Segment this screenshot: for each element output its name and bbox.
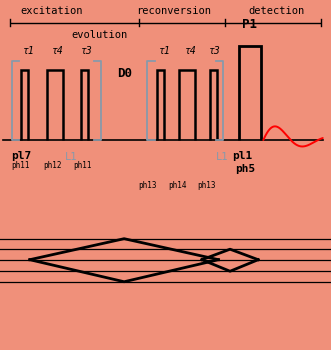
Text: L1: L1	[216, 152, 229, 162]
Text: reconversion: reconversion	[136, 6, 211, 16]
Text: L1: L1	[65, 152, 77, 162]
Text: pl1: pl1	[232, 150, 252, 161]
Text: detection: detection	[248, 6, 305, 16]
Text: ph5: ph5	[235, 164, 255, 175]
Text: τ3: τ3	[81, 46, 93, 56]
Text: D0: D0	[117, 67, 132, 80]
Text: τ4: τ4	[52, 46, 64, 56]
Text: τ1: τ1	[159, 46, 170, 56]
Text: τ4: τ4	[185, 46, 197, 56]
Text: τ3: τ3	[209, 46, 221, 56]
Text: ph13: ph13	[138, 181, 157, 190]
Text: ph11: ph11	[73, 161, 92, 170]
Text: ph13: ph13	[198, 181, 216, 190]
Text: evolution: evolution	[71, 30, 127, 40]
Text: ph12: ph12	[43, 161, 62, 170]
Text: pl7: pl7	[12, 150, 32, 161]
Text: τ1: τ1	[23, 46, 35, 56]
Text: ph11: ph11	[12, 161, 30, 170]
Text: ph14: ph14	[168, 181, 187, 190]
Text: P1: P1	[242, 19, 258, 32]
Text: excitation: excitation	[20, 6, 82, 16]
